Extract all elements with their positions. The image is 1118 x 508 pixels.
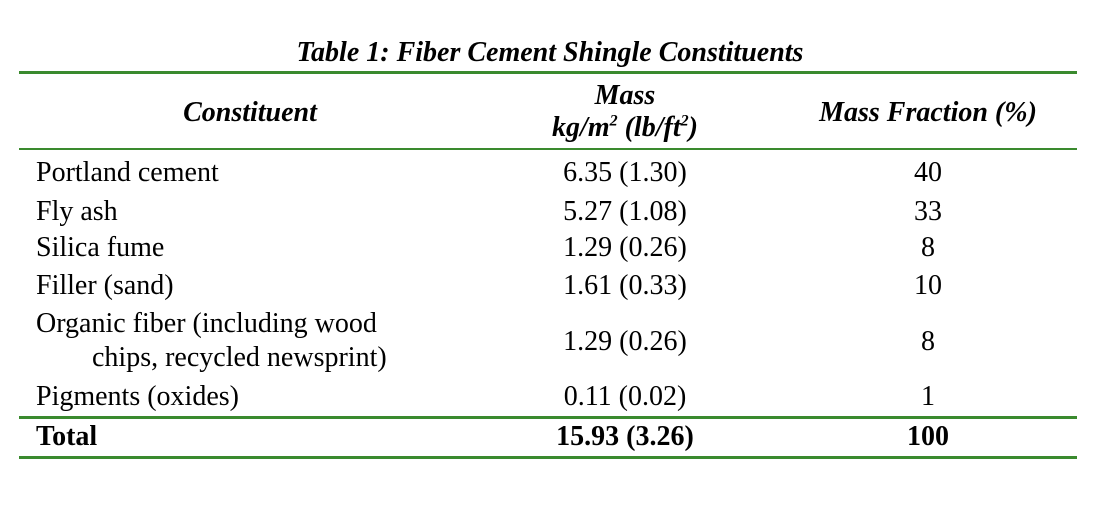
row-1-mass: 6.35 (1.30)	[563, 157, 687, 188]
row-2-constituent: Fly ash	[36, 196, 118, 227]
total-label: Total	[36, 421, 98, 452]
total-fraction: 100	[907, 421, 949, 452]
header-rule	[19, 148, 1077, 150]
total-rule	[19, 416, 1077, 419]
table-caption: Table 1: Fiber Cement Shingle Constituen…	[296, 37, 804, 68]
row-2-fraction: 33	[914, 196, 942, 227]
row-5-mass: 1.29 (0.26)	[563, 326, 687, 357]
row-5-constituent-line1: Organic fiber (including wood	[36, 308, 377, 339]
row-3-fraction: 8	[921, 232, 935, 263]
row-4-constituent: Filler (sand)	[36, 270, 174, 301]
header-constituent: Constituent	[183, 97, 317, 128]
row-6-fraction: 1	[921, 381, 935, 412]
header-mass-unit: kg/m2 (lb/ft2)	[552, 112, 698, 143]
top-rule	[19, 71, 1077, 74]
bottom-rule	[19, 456, 1077, 459]
row-6-constituent: Pigments (oxides)	[36, 381, 239, 412]
row-1-fraction: 40	[914, 157, 942, 188]
total-mass: 15.93 (3.26)	[556, 421, 694, 452]
row-5-constituent-line2: chips, recycled newsprint)	[92, 342, 387, 373]
header-mass-label: Mass	[594, 80, 656, 111]
row-3-mass: 1.29 (0.26)	[563, 232, 687, 263]
row-1-constituent: Portland cement	[36, 157, 219, 188]
row-2-mass: 5.27 (1.08)	[563, 196, 687, 227]
row-5-fraction: 8	[921, 326, 935, 357]
row-4-mass: 1.61 (0.33)	[563, 270, 687, 301]
header-mass: Mass kg/m2 (lb/ft2)	[470, 80, 780, 144]
row-4-fraction: 10	[914, 270, 942, 301]
row-3-constituent: Silica fume	[36, 232, 165, 263]
row-6-mass: 0.11 (0.02)	[563, 381, 687, 412]
header-mass-fraction: Mass Fraction (%)	[819, 97, 1037, 128]
